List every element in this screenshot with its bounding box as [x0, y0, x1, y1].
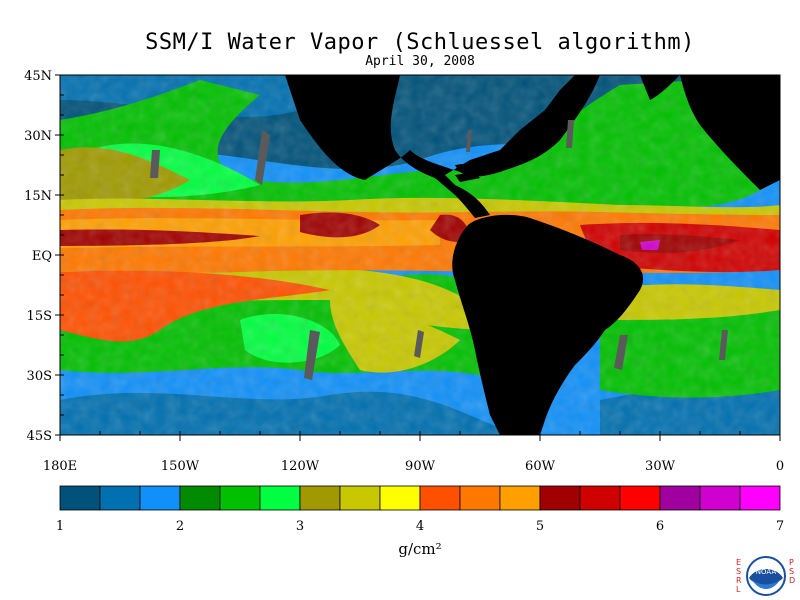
color-bar-swatch	[579, 485, 621, 511]
lon-label: 180E	[43, 459, 77, 474]
color-bar-swatch	[619, 485, 661, 511]
color-bar-swatch	[699, 485, 741, 511]
logo-letter: S	[736, 567, 742, 576]
lon-label: 150W	[161, 459, 200, 474]
noaa-emblem-icon: NOAA	[746, 556, 786, 596]
color-bar-swatch	[219, 485, 261, 511]
color-bar-swatch	[299, 485, 341, 511]
color-bar-label: 3	[296, 519, 304, 534]
color-bar-swatch	[259, 485, 301, 511]
color-bar-label: 6	[656, 519, 664, 534]
lat-label: 15S	[27, 309, 52, 324]
map-title: SSM/I Water Vapor (Schluessel algorithm)	[145, 30, 695, 55]
color-bar-ticks: 1 2 3 4 5 6 7	[56, 519, 784, 534]
logo-letter: E	[736, 558, 742, 567]
lat-label: 45N	[24, 69, 52, 84]
longitude-axis: 180E 150W 120W 90W 60W 30W 0	[43, 431, 784, 474]
units-label: g/cm²	[398, 540, 442, 558]
color-bar-swatch	[59, 485, 101, 511]
lon-label: 60W	[525, 459, 556, 474]
logo-letter: P	[789, 558, 794, 567]
color-bar-label: 4	[416, 519, 424, 534]
color-bar-swatch	[139, 485, 181, 511]
color-bar-swatch	[499, 485, 541, 511]
color-bar-swatch	[379, 485, 421, 511]
water-vapor-field	[60, 75, 780, 435]
lon-label: 120W	[281, 459, 320, 474]
color-bar	[59, 485, 781, 511]
color-bar-swatch	[659, 485, 701, 511]
color-bar-swatch	[459, 485, 501, 511]
lon-label: 30W	[645, 459, 676, 474]
color-bar-label: 5	[536, 519, 544, 534]
color-bar-swatch	[99, 485, 141, 511]
lat-label: EQ	[32, 249, 52, 264]
logo-letter: L	[736, 585, 741, 594]
latitude-axis: 45N 30N 15N EQ 15S 30S 45S	[24, 69, 64, 444]
lat-label: 15N	[24, 189, 52, 204]
logo-letter: R	[736, 576, 742, 585]
color-bar-label: 1	[56, 519, 64, 534]
color-bar-label: 7	[776, 519, 784, 534]
color-bar-swatch	[539, 485, 581, 511]
map-date: April 30, 2008	[365, 54, 475, 69]
lon-label: 90W	[405, 459, 436, 474]
lon-label: 0	[776, 459, 784, 474]
color-bar-swatch	[179, 485, 221, 511]
color-bar-swatch	[419, 485, 461, 511]
logo-letter: D	[789, 576, 796, 585]
lat-label: 30N	[24, 129, 52, 144]
logo-letter: S	[789, 567, 795, 576]
color-bar-swatch	[739, 485, 781, 511]
color-bar-swatch	[339, 485, 381, 511]
lat-label: 30S	[27, 369, 52, 384]
lat-label: 45S	[27, 429, 52, 444]
noaa-badge-text: NOAA	[756, 568, 777, 576]
color-bar-label: 2	[176, 519, 184, 534]
